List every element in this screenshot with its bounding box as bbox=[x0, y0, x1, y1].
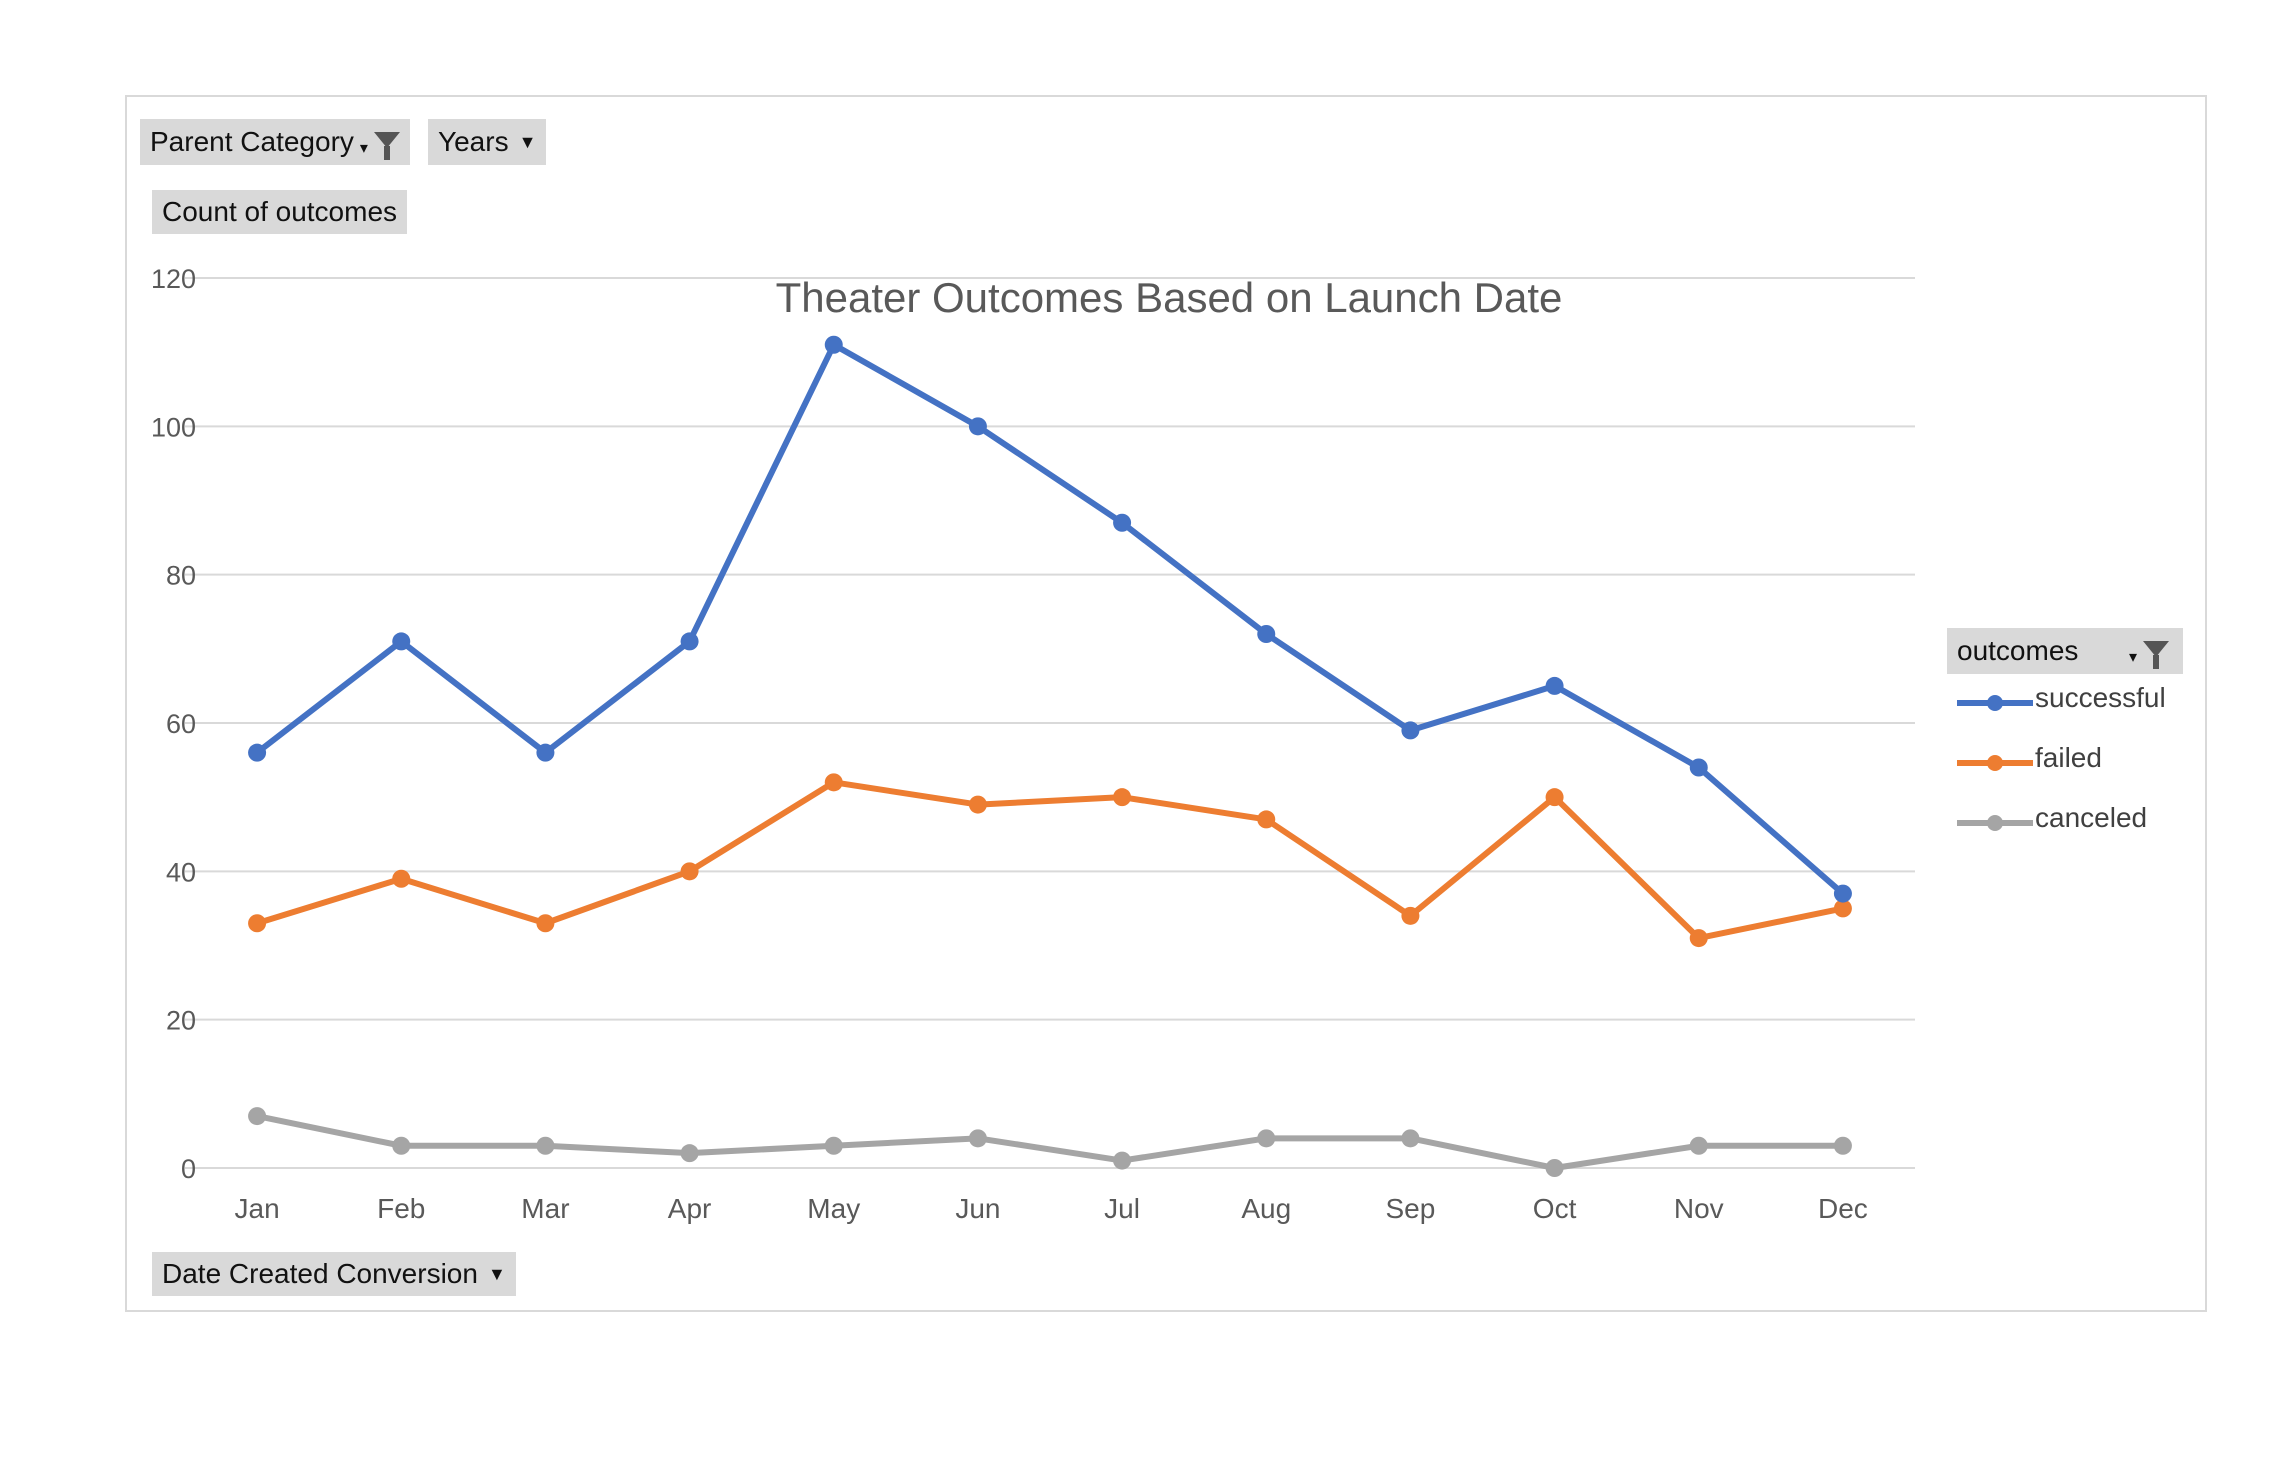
data-point-failed[interactable] bbox=[824, 773, 843, 792]
years-filter-button[interactable]: Years ▼ bbox=[428, 119, 547, 165]
data-point-canceled[interactable] bbox=[968, 1129, 987, 1148]
x-tick-label: Aug bbox=[1241, 1193, 1291, 1224]
dropdown-arrow-icon: ▼ bbox=[487, 1264, 506, 1284]
data-point-successful[interactable] bbox=[248, 743, 267, 762]
chart-frame bbox=[125, 95, 2207, 1312]
data-point-failed[interactable] bbox=[392, 869, 411, 888]
filter-icon bbox=[2143, 641, 2169, 669]
legend-label: canceled bbox=[2035, 802, 2148, 833]
data-point-failed[interactable] bbox=[1401, 906, 1420, 925]
data-point-failed[interactable] bbox=[680, 862, 699, 881]
x-tick-label: Sep bbox=[1386, 1193, 1436, 1224]
series-successful bbox=[248, 335, 1852, 903]
y-tick-label: 0 bbox=[181, 1154, 196, 1184]
data-point-canceled[interactable] bbox=[1113, 1151, 1132, 1170]
data-point-canceled[interactable] bbox=[392, 1136, 411, 1155]
chart-title: Theater Outcomes Based on Launch Date bbox=[776, 274, 1563, 321]
data-point-canceled[interactable] bbox=[680, 1144, 699, 1163]
x-tick-label: Oct bbox=[1533, 1193, 1577, 1224]
legend-item-canceled[interactable]: canceled bbox=[1947, 794, 2183, 854]
x-tick-label: Jun bbox=[955, 1193, 1000, 1224]
legend-label: successful bbox=[2035, 682, 2166, 713]
y-tick-label: 60 bbox=[166, 709, 196, 739]
y-tick-label: 20 bbox=[166, 1006, 196, 1036]
legend-item-successful[interactable]: successful bbox=[1947, 674, 2183, 734]
data-point-canceled[interactable] bbox=[1545, 1159, 1564, 1177]
data-point-canceled[interactable] bbox=[824, 1136, 843, 1155]
data-point-successful[interactable] bbox=[1689, 758, 1708, 777]
x-tick-label: Mar bbox=[521, 1193, 569, 1224]
filter-icon bbox=[373, 132, 400, 160]
legend: outcomes ▾ successful failed canceled bbox=[1947, 628, 2183, 854]
legend-item-failed[interactable]: failed bbox=[1947, 734, 2183, 794]
data-point-successful[interactable] bbox=[968, 417, 987, 436]
series-failed bbox=[248, 773, 1852, 948]
data-point-canceled[interactable] bbox=[248, 1107, 267, 1126]
data-point-canceled[interactable] bbox=[1689, 1136, 1708, 1155]
data-point-failed[interactable] bbox=[1689, 929, 1708, 948]
data-point-successful[interactable] bbox=[536, 743, 555, 762]
data-point-canceled[interactable] bbox=[536, 1136, 555, 1155]
y-tick-label: 120 bbox=[151, 264, 196, 294]
sort-arrow-icon: ▾ bbox=[359, 140, 368, 157]
data-point-failed[interactable] bbox=[1113, 788, 1132, 807]
y-tick-label: 100 bbox=[151, 412, 196, 442]
x-tick-label: Dec bbox=[1818, 1193, 1868, 1224]
legend-swatch bbox=[1957, 755, 2033, 771]
values-field-button[interactable]: Count of outcomes bbox=[152, 190, 408, 234]
legend-swatch bbox=[1957, 815, 2033, 831]
parent-category-filter-button[interactable]: Parent Category ▾ bbox=[140, 119, 410, 165]
data-point-failed[interactable] bbox=[1833, 899, 1852, 918]
series-line-successful bbox=[254, 341, 1846, 897]
x-tick-label: Feb bbox=[377, 1193, 425, 1224]
data-point-failed[interactable] bbox=[968, 795, 987, 814]
data-point-failed[interactable] bbox=[1257, 810, 1276, 829]
x-tick-label: Apr bbox=[668, 1193, 712, 1224]
data-point-canceled[interactable] bbox=[1257, 1129, 1276, 1148]
data-point-successful[interactable] bbox=[1545, 676, 1564, 695]
data-point-failed[interactable] bbox=[536, 914, 555, 933]
parent-category-label: Parent Category bbox=[150, 126, 354, 157]
legend-field-button[interactable]: outcomes ▾ bbox=[1947, 628, 2183, 674]
legend-label: failed bbox=[2035, 742, 2102, 773]
dropdown-arrow-icon: ▼ bbox=[518, 132, 537, 152]
years-label: Years bbox=[438, 126, 509, 157]
data-point-canceled[interactable] bbox=[1833, 1136, 1852, 1155]
legend-swatch bbox=[1957, 695, 2033, 711]
data-point-successful[interactable] bbox=[824, 335, 843, 354]
series-line-canceled bbox=[254, 1113, 1846, 1171]
data-point-successful[interactable] bbox=[1257, 625, 1276, 643]
sort-arrow-icon: ▾ bbox=[2128, 649, 2137, 666]
data-point-failed[interactable] bbox=[1545, 788, 1564, 807]
values-field-label: Count of outcomes bbox=[162, 196, 398, 227]
x-tick-label: Jan bbox=[235, 1193, 280, 1224]
data-point-successful[interactable] bbox=[392, 632, 411, 651]
x-tick-label: May bbox=[807, 1193, 860, 1224]
x-tick-label: Jul bbox=[1104, 1193, 1140, 1224]
series-line-failed bbox=[254, 779, 1846, 942]
data-point-canceled[interactable] bbox=[1401, 1129, 1420, 1148]
data-point-successful[interactable] bbox=[1833, 884, 1852, 903]
y-tick-label: 80 bbox=[166, 561, 196, 591]
axis-field-button[interactable]: Date Created Conversion ▼ bbox=[152, 1252, 516, 1296]
y-tick-label: 40 bbox=[166, 857, 196, 887]
data-point-successful[interactable] bbox=[680, 632, 699, 651]
x-tick-label: Nov bbox=[1674, 1193, 1724, 1224]
legend-field-label: outcomes bbox=[1957, 635, 2079, 666]
data-point-failed[interactable] bbox=[248, 914, 267, 933]
series-canceled bbox=[248, 1107, 1852, 1177]
data-point-successful[interactable] bbox=[1401, 721, 1420, 740]
data-point-successful[interactable] bbox=[1113, 513, 1132, 532]
axis-field-label: Date Created Conversion bbox=[162, 1258, 478, 1289]
